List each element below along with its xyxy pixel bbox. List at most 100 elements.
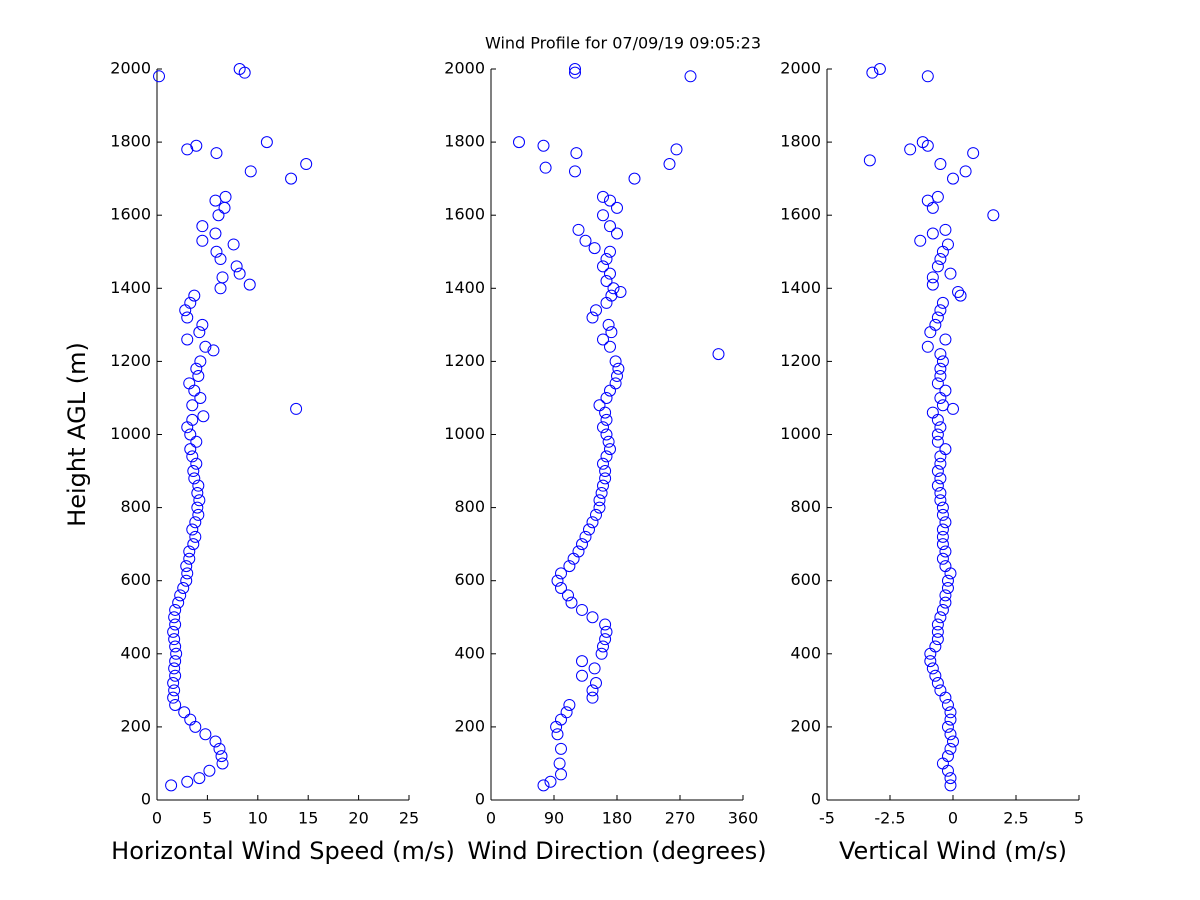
y-tick-label: 1600 — [780, 205, 821, 224]
point — [593, 399, 606, 412]
point — [192, 370, 205, 383]
point — [188, 472, 201, 485]
y-tick-label: 1800 — [110, 132, 151, 151]
point — [213, 742, 226, 755]
point — [597, 479, 609, 492]
y-tick-label: 2000 — [110, 59, 151, 78]
point — [599, 472, 612, 485]
point — [926, 201, 939, 214]
y-tick-label: 400 — [790, 643, 821, 662]
point — [924, 647, 937, 660]
point — [605, 326, 618, 339]
point — [579, 234, 592, 247]
point — [944, 713, 957, 726]
point — [593, 501, 606, 514]
point — [181, 421, 194, 434]
x-tick-label: 0 — [486, 809, 496, 828]
point — [600, 274, 613, 287]
point — [555, 768, 567, 781]
point — [183, 377, 196, 390]
point — [599, 406, 612, 419]
point — [934, 494, 947, 507]
point — [193, 772, 206, 785]
x-tick-label: -2.5 — [874, 809, 905, 828]
point — [931, 479, 944, 492]
point — [586, 684, 599, 697]
point — [586, 691, 599, 704]
point — [602, 318, 615, 331]
point — [190, 435, 203, 448]
point — [934, 421, 947, 434]
point — [931, 311, 944, 324]
point — [169, 669, 182, 682]
point — [178, 706, 191, 719]
point — [569, 63, 581, 75]
point — [212, 209, 225, 222]
point — [936, 523, 949, 536]
point — [936, 538, 949, 551]
point — [190, 139, 203, 152]
point — [934, 362, 947, 375]
point — [169, 618, 182, 631]
point — [167, 677, 180, 690]
point — [670, 143, 683, 156]
point — [576, 669, 588, 682]
point — [941, 750, 954, 763]
x-axis-label: Vertical Wind (m/s) — [839, 837, 1067, 865]
point — [170, 647, 183, 660]
y-tick-label: 200 — [790, 716, 821, 735]
point — [186, 523, 199, 536]
point — [168, 684, 181, 697]
point — [944, 567, 957, 580]
y-tick-label: 2000 — [780, 59, 821, 78]
point — [921, 70, 934, 83]
y-tick-label: 1600 — [444, 205, 485, 224]
point — [600, 428, 613, 441]
point — [947, 402, 959, 415]
y-tick-label: 1000 — [780, 424, 821, 443]
point — [904, 143, 917, 156]
y-tick-label: 0 — [475, 790, 485, 809]
y-tick-label: 800 — [454, 497, 485, 516]
point — [944, 772, 957, 785]
point — [186, 413, 199, 426]
point — [562, 589, 574, 602]
point — [934, 611, 947, 624]
point — [184, 296, 197, 309]
point — [959, 165, 972, 178]
y-tick-label: 600 — [454, 570, 485, 589]
y-tick-label: 1200 — [780, 351, 821, 370]
point — [193, 494, 206, 507]
point — [192, 508, 205, 521]
x-tick-label: 180 — [602, 809, 633, 828]
point — [931, 413, 944, 426]
point — [600, 450, 613, 463]
point — [190, 362, 203, 375]
point — [941, 574, 954, 587]
point — [684, 70, 697, 83]
point — [604, 340, 616, 353]
y-tick-label: 1200 — [444, 351, 485, 370]
point — [181, 567, 194, 580]
y-tick-label: 800 — [120, 497, 151, 516]
point — [597, 209, 609, 222]
point — [936, 757, 949, 770]
point — [924, 326, 937, 339]
point — [572, 545, 585, 558]
y-tick-label: 1600 — [110, 205, 151, 224]
point — [607, 282, 620, 295]
point — [931, 625, 944, 638]
point — [939, 691, 952, 704]
point — [929, 318, 942, 331]
point — [184, 713, 197, 726]
point — [921, 340, 934, 353]
point — [914, 234, 927, 247]
point — [244, 165, 257, 178]
point — [210, 245, 223, 258]
point — [209, 194, 222, 207]
point — [929, 640, 942, 653]
point — [179, 304, 192, 317]
point — [934, 253, 947, 266]
point — [199, 728, 212, 741]
point — [194, 391, 207, 404]
